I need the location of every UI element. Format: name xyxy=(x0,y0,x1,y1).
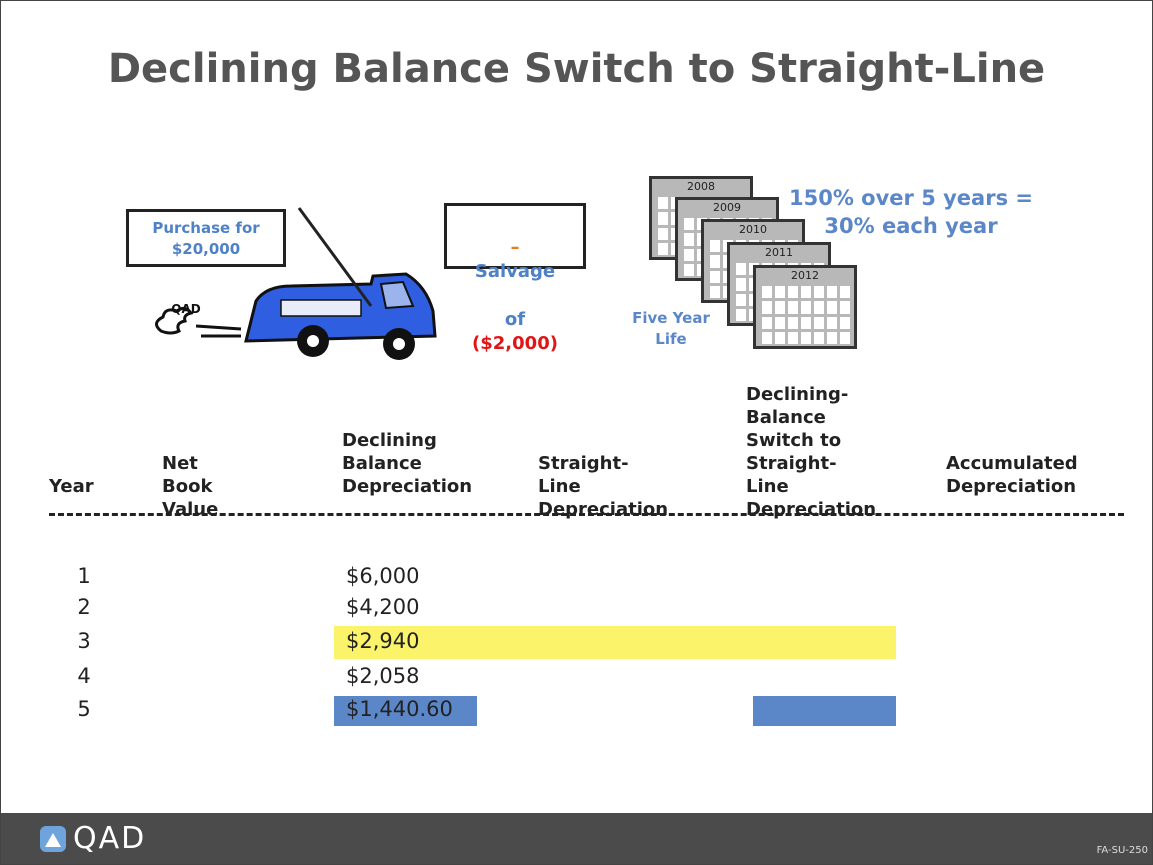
calendar-day xyxy=(775,317,785,329)
calendar-day xyxy=(840,332,850,344)
logo-icon xyxy=(39,825,67,853)
calendar-day xyxy=(684,218,694,230)
calendar-day xyxy=(736,278,746,290)
calendar: 2012 xyxy=(753,265,857,349)
column-header: Straight-Line Depreciation xyxy=(538,452,668,521)
calendar-day xyxy=(775,286,785,298)
table-cell: $1,440.60 xyxy=(346,697,453,721)
calendar-day xyxy=(775,301,785,313)
calendar-day xyxy=(658,197,668,209)
salvage-dash: – xyxy=(511,237,520,258)
calendar-day xyxy=(710,240,720,252)
calendar-year: 2012 xyxy=(756,269,854,282)
calendar-day xyxy=(814,286,824,298)
calendar-day xyxy=(788,286,798,298)
calendar-day xyxy=(762,301,772,313)
calendar-day xyxy=(710,271,720,283)
calendar-day xyxy=(658,212,668,224)
calendar-day xyxy=(788,301,798,313)
calendar-day xyxy=(710,286,720,298)
table-cell: $4,200 xyxy=(346,595,419,619)
slide: Declining Balance Switch to Straight-Lin… xyxy=(0,0,1153,865)
calendar-day xyxy=(801,286,811,298)
calendar-day xyxy=(827,317,837,329)
column-header: Net Book Value xyxy=(162,452,218,521)
calendar-day xyxy=(684,264,694,276)
calendar-day xyxy=(762,332,772,344)
table-cell: 3 xyxy=(44,629,124,653)
calendar-day xyxy=(684,249,694,261)
calendar-day xyxy=(710,255,720,267)
calendar-year: 2008 xyxy=(652,180,750,193)
table-cell: 4 xyxy=(44,664,124,688)
calendar-day xyxy=(827,286,837,298)
rate-note: 150% over 5 years = 30% each year xyxy=(781,184,1041,240)
salvage-callout: – Salvage of ($2,000) xyxy=(444,203,586,269)
table-cell: $2,940 xyxy=(346,629,419,653)
calendar-day xyxy=(801,332,811,344)
calendar-day xyxy=(658,228,668,240)
column-header: Declining- Balance Switch to Straight-Li… xyxy=(746,383,876,521)
calendar-day xyxy=(840,286,850,298)
calendar-day xyxy=(801,317,811,329)
footer-logo: QAD xyxy=(73,821,146,856)
table-cell: 5 xyxy=(44,697,124,721)
calendar-year: 2009 xyxy=(678,201,776,214)
calendar-day xyxy=(684,233,694,245)
calendar-grid xyxy=(762,286,850,344)
footer-bar: QAD FA-SU-250 xyxy=(1,813,1152,864)
calendar-day xyxy=(827,301,837,313)
highlight-cell xyxy=(753,696,896,726)
salvage-amount: ($2,000) xyxy=(472,333,558,354)
calendar-day xyxy=(814,332,824,344)
calendar-day xyxy=(840,317,850,329)
calendar-day xyxy=(814,301,824,313)
table-cell: $6,000 xyxy=(346,564,419,588)
calendar-day xyxy=(788,317,798,329)
salvage-word: Salvage xyxy=(475,261,555,282)
column-header: Declining Balance Depreciation xyxy=(342,429,472,498)
calendar-day xyxy=(788,332,798,344)
column-header: Accumulated Depreciation xyxy=(946,452,1078,498)
calendar-year: 2011 xyxy=(730,246,828,259)
calendar-day xyxy=(736,309,746,321)
life-note: Five Year Life xyxy=(621,308,721,350)
truck-label: QAD xyxy=(146,302,226,316)
calendar-day xyxy=(801,301,811,313)
calendar-day xyxy=(658,243,668,255)
slide-code: FA-SU-250 xyxy=(1097,845,1148,856)
header-separator xyxy=(49,513,1124,516)
calendar-day xyxy=(736,294,746,306)
calendar-day xyxy=(762,286,772,298)
calendar-day xyxy=(736,263,746,275)
calendar-day xyxy=(814,317,824,329)
purchase-callout: Purchase for $20,000 xyxy=(126,209,286,267)
table-cell: 2 xyxy=(44,595,124,619)
calendar-day xyxy=(840,301,850,313)
callout-pointer xyxy=(271,206,381,316)
slide-title: Declining Balance Switch to Straight-Lin… xyxy=(1,46,1152,92)
table-cell: 1 xyxy=(44,564,124,588)
salvage-of: of xyxy=(505,309,525,330)
table-cell: $2,058 xyxy=(346,664,419,688)
column-header: Year xyxy=(49,475,94,498)
calendar-day xyxy=(775,332,785,344)
calendar-day xyxy=(827,332,837,344)
calendar-day xyxy=(762,317,772,329)
